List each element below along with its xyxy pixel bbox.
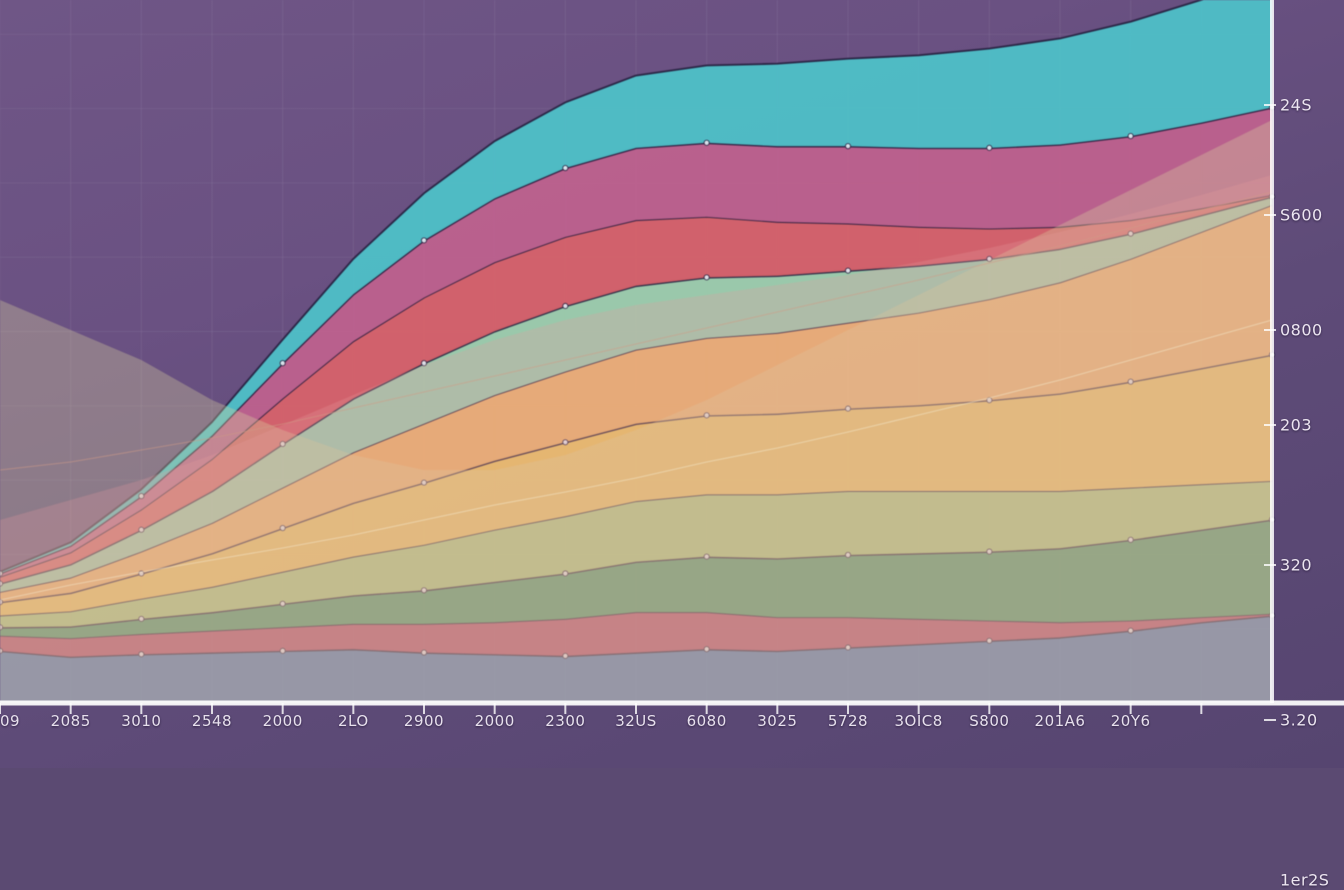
y-tick-label: 24S xyxy=(1280,95,1313,115)
x-tick-label: 201A6 xyxy=(1034,712,1086,730)
x-tick-label: 5728 xyxy=(827,712,869,730)
x-tick-label: S800 xyxy=(969,712,1010,730)
stacked-area-plot xyxy=(0,0,1276,704)
x-tick-label: 6080 xyxy=(686,712,727,730)
x-tick-label: 2LO xyxy=(337,712,369,730)
x-tick-label: 3010 xyxy=(121,712,162,730)
x-tick-label: 20Y6 xyxy=(1110,712,1151,730)
y-axis-ticks xyxy=(1264,104,1276,721)
y-tick-label: 1er2S xyxy=(1280,870,1330,890)
x-axis-ticks xyxy=(0,703,1203,714)
y-tick-label: 3.20 xyxy=(1280,710,1318,730)
y-tick-label: S600 xyxy=(1280,205,1323,225)
x-tick-label: 2000 xyxy=(474,712,515,730)
x-tick-label: 3025 xyxy=(757,712,798,730)
x-tick-label: 3OIC8 xyxy=(894,712,943,730)
x-tick-label: 2548 xyxy=(191,712,233,730)
x-tick-label: 2009 xyxy=(0,712,21,730)
y-tick-label: 0800 xyxy=(1280,320,1323,340)
x-tick-label: 2000 xyxy=(262,712,303,730)
chart-axes xyxy=(0,0,1344,721)
x-tick-label: 2300 xyxy=(545,712,586,730)
x-tick-label: 32US xyxy=(615,712,657,730)
x-axis-label-group: 2009 2085 3010 2548 2000 2LO 2900 2000 2300 32US 6… xyxy=(0,712,1344,752)
x-tick-label: 2085 xyxy=(50,712,91,730)
y-tick-label: 320 xyxy=(1280,555,1313,575)
area-band-series-10 xyxy=(0,0,1272,574)
x-tick-label: 2900 xyxy=(403,712,445,730)
y-axis-label-group: 1er2S 3.20 320 203 0800 S600 24S xyxy=(1280,0,1344,890)
y-tick-label: 203 xyxy=(1280,415,1313,435)
